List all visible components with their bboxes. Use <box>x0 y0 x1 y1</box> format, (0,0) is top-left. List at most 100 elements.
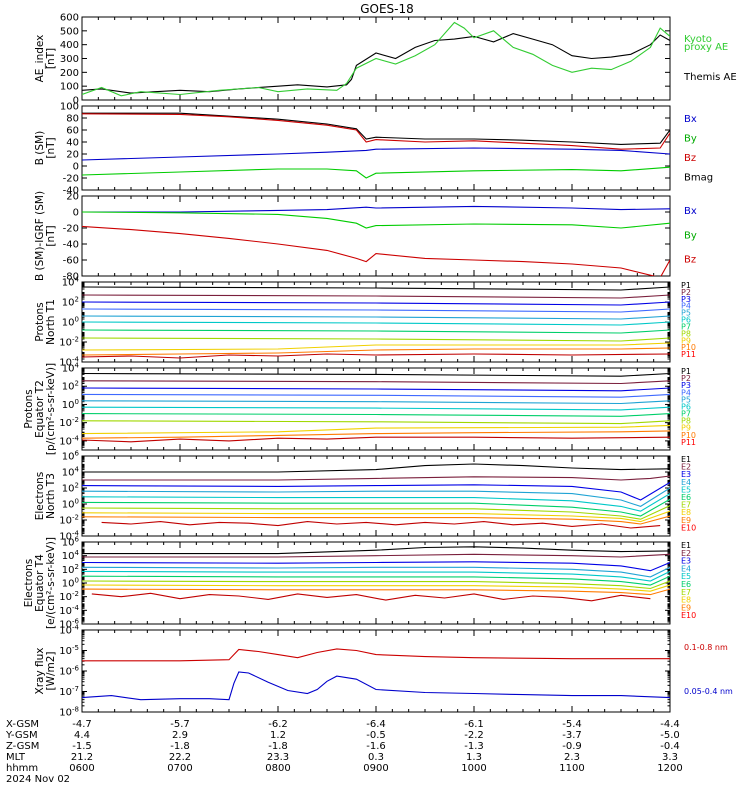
y-tick-label: -40 <box>63 240 79 251</box>
series-line <box>82 493 670 512</box>
panel-3: -80 -60 -40 -20 0 20 B (SM)-IGRF (SM) [nT] Bx By B… <box>34 191 697 283</box>
series-line <box>82 546 670 555</box>
series-line <box>82 21 670 97</box>
row-label: MLT <box>6 752 26 763</box>
series-line <box>82 347 670 356</box>
series-line <box>82 505 670 520</box>
series-line <box>82 570 670 582</box>
series-line <box>82 294 670 299</box>
y-tick-label: 20 <box>66 192 79 203</box>
y-tick-label: 10-5 <box>59 644 79 657</box>
row-value: 1.2 <box>270 730 286 741</box>
y-tick-label: 10-8 <box>59 706 79 719</box>
y-axis-label: B (SM) <box>34 131 46 165</box>
y-axis-label: Equator T4 <box>34 554 46 612</box>
legend-entry: proxy AE <box>684 42 728 53</box>
y-tick-label: 10-2 <box>59 514 79 527</box>
legend-entry: P11 <box>681 350 696 359</box>
legend-entry: P4 <box>681 302 691 311</box>
legend-entry: E10 <box>681 523 696 532</box>
panel-frame <box>81 541 671 625</box>
date-label: 2024 Nov 02 <box>6 774 70 785</box>
series-line <box>82 430 670 439</box>
y-tick-label: 100 <box>62 316 79 329</box>
legend-entry: P7 <box>681 410 691 419</box>
series-line <box>82 393 670 398</box>
legend-entry: E4 <box>681 478 691 487</box>
y-tick-label: 104 <box>62 362 80 375</box>
series-line <box>82 588 670 596</box>
series-line <box>82 406 670 411</box>
row-value: -3.7 <box>562 730 582 741</box>
row-value: 22.2 <box>169 752 191 763</box>
legend-entry: P8 <box>681 329 691 338</box>
y-axis-label: AE_index <box>34 35 46 83</box>
y-axis-label: [p/(cm²-s-sr-keV)] <box>45 363 57 455</box>
row-value: 0600 <box>69 763 94 774</box>
series-line <box>82 166 670 179</box>
legend-entry: P1 <box>681 367 691 376</box>
series-line <box>82 112 670 145</box>
row-value: -5.7 <box>170 719 190 730</box>
row-value: -2.2 <box>464 730 484 741</box>
row-value: -1.6 <box>366 741 386 752</box>
legend-entry: P9 <box>681 336 691 345</box>
row-value: 4.4 <box>74 730 90 741</box>
legend-entry: P2 <box>681 374 691 383</box>
legend-entry: P7 <box>681 322 691 331</box>
row-value: 21.2 <box>71 752 93 763</box>
y-tick-label: 10-6 <box>59 665 79 678</box>
series-line <box>82 380 670 385</box>
legend-entry: E2 <box>681 549 691 558</box>
legend-entry: P5 <box>681 395 691 404</box>
panel-frame <box>81 105 671 191</box>
series-line <box>82 400 670 405</box>
series-line <box>82 475 670 481</box>
y-tick-label: 100 <box>62 498 79 511</box>
row-value: -6.1 <box>464 719 484 730</box>
legend-entry: E5 <box>681 485 691 494</box>
series-line <box>82 372 670 377</box>
series-line <box>82 553 670 558</box>
y-tick-label: -60 <box>63 256 79 267</box>
legend-entry: E3 <box>681 557 691 566</box>
series-line <box>82 481 670 501</box>
series-line <box>82 329 670 334</box>
legend-entry: E1 <box>681 455 691 464</box>
legend-entry: P6 <box>681 316 691 325</box>
legend-entry: P2 <box>681 288 691 297</box>
series-line <box>82 387 670 392</box>
legend-entry: Bz <box>684 255 696 266</box>
y-tick-label: 10-2 <box>59 336 79 349</box>
row-value: -4.4 <box>660 719 680 730</box>
y-tick-label: 0 <box>73 162 79 173</box>
row-value: 1100 <box>559 763 584 774</box>
panel-8: 10-8 10-7 10-6 10-5 10-4 Xray flux [W/m2] 0.1-0… <box>34 624 733 719</box>
y-tick-label: 106 <box>62 450 80 463</box>
y-axis-label: B (SM)-IGRF (SM) <box>34 191 46 281</box>
panel-1: 0 100 200 300 400 500 600 AE_index [nT] Kyotoprox… <box>34 13 737 107</box>
series-line <box>82 225 670 276</box>
series-line <box>82 584 670 592</box>
series-line <box>82 575 670 586</box>
legend-entry: P4 <box>681 388 691 397</box>
y-axis-label: [W/m2] <box>45 651 57 690</box>
row-value: -4.7 <box>72 719 92 730</box>
series-line <box>82 420 670 425</box>
legend-entry: E9 <box>681 516 691 525</box>
y-tick-label: 60 <box>66 126 79 137</box>
row-value: -5.4 <box>562 719 582 730</box>
legend-entry: E7 <box>681 588 691 597</box>
series-line <box>91 592 651 602</box>
y-tick-label: 104 <box>62 466 80 479</box>
legend-entry: E7 <box>681 501 691 510</box>
y-axis-label: Electrons <box>34 472 46 521</box>
row-value: 1200 <box>657 763 682 774</box>
series-line <box>82 566 670 578</box>
row-label: Y-GSM <box>5 730 38 741</box>
legend-entry: P10 <box>681 431 696 440</box>
series-line <box>82 436 670 443</box>
